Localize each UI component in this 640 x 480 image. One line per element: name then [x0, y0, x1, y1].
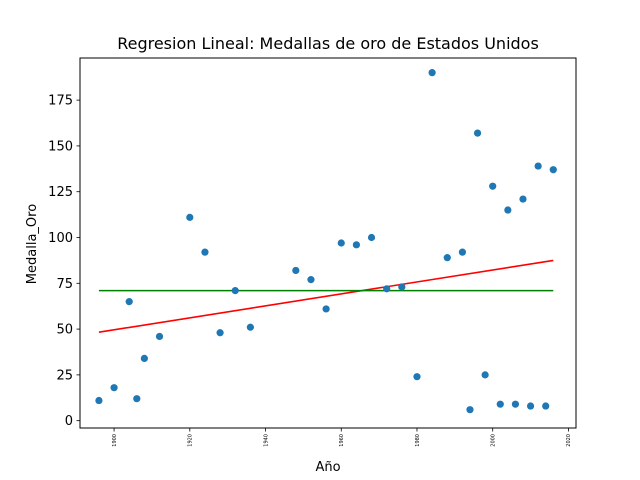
x-tick-label: 1940 — [263, 434, 269, 447]
data-point — [413, 373, 421, 381]
y-tick-label: 175 — [48, 94, 73, 109]
data-point — [337, 239, 345, 247]
data-point — [186, 213, 194, 221]
data-point — [489, 182, 497, 190]
data-point — [307, 276, 315, 284]
x-tick-label: 1920 — [188, 434, 194, 447]
data-point — [398, 283, 406, 291]
data-point — [511, 400, 520, 408]
data-point — [542, 402, 550, 410]
data-point — [534, 162, 542, 170]
x-tick-label: 1960 — [339, 434, 345, 447]
data-point — [125, 298, 133, 306]
data-point — [95, 396, 103, 405]
data-point — [133, 395, 141, 403]
data-point — [216, 329, 224, 337]
data-point — [352, 241, 360, 249]
data-point — [383, 285, 391, 293]
data-point — [246, 323, 254, 331]
data-point — [519, 195, 527, 203]
x-axis-ticks: 1900 1920 1940 1960 1980 2000 2020 — [112, 428, 572, 447]
x-tick-label: 2020 — [566, 434, 572, 447]
x-axis-label: Año — [315, 460, 340, 475]
x-tick-label: 1900 — [112, 434, 118, 447]
data-point — [231, 287, 239, 295]
data-point — [496, 400, 504, 408]
data-point — [292, 266, 300, 275]
y-tick-label: 150 — [48, 139, 73, 154]
y-axis-ticks: 0 25 50 75 100 125 150 175 — [48, 94, 80, 429]
x-tick-label: 2000 — [491, 434, 497, 447]
data-point — [367, 233, 376, 242]
data-point — [428, 69, 436, 77]
data-point — [473, 129, 482, 137]
data-point — [466, 406, 474, 414]
y-tick-label: 125 — [48, 185, 73, 200]
data-point — [140, 354, 148, 362]
plot-area — [95, 69, 557, 414]
data-point — [458, 248, 467, 256]
data-point — [110, 384, 118, 392]
data-point — [504, 206, 512, 214]
regression-line — [98, 259, 554, 333]
y-tick-label: 0 — [65, 414, 73, 429]
y-tick-label: 50 — [56, 323, 73, 338]
data-point — [481, 371, 489, 379]
chart-title: Regresion Lineal: Medallas de oro de Est… — [117, 34, 539, 53]
data-point — [549, 166, 557, 174]
x-tick-label: 1980 — [415, 434, 421, 447]
data-point — [526, 402, 535, 410]
y-tick-label: 75 — [56, 277, 73, 292]
data-point — [443, 254, 451, 262]
y-tick-label: 25 — [56, 368, 73, 383]
data-point — [322, 305, 330, 313]
axes-frame — [79, 57, 577, 429]
y-axis-label: Medalla_Oro — [25, 204, 40, 284]
y-tick-label: 100 — [48, 231, 73, 246]
data-point — [155, 332, 164, 341]
data-point — [201, 248, 209, 256]
